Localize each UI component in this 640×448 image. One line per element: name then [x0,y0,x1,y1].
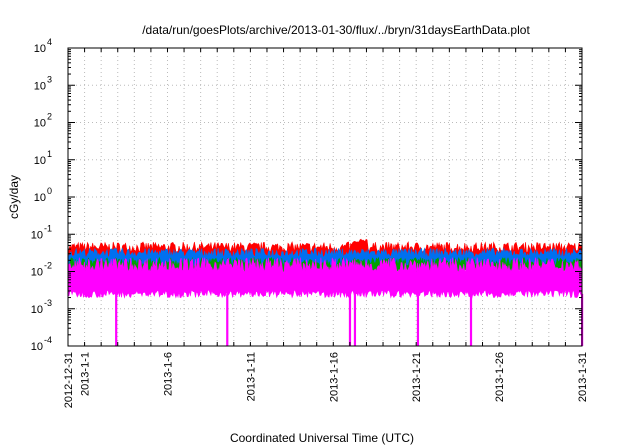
y-tick-exponent: 4 [47,37,52,47]
y-tick-label: 104 [34,37,52,55]
x-tick-label: 2013-1-6 [162,352,174,396]
y-tick-exponent: 0 [47,186,52,196]
x-axis-label: Coordinated Universal Time (UTC) [230,431,414,445]
series-3-dropout [353,293,357,346]
y-tick-label: 100 [34,186,52,204]
x-tick-label: 2013-1-21 [411,352,423,402]
series-3-dropout [348,293,352,346]
series-3-dropout [115,293,118,346]
x-tick-label: 2013-1-26 [494,352,506,402]
y-tick-exponent: -4 [44,335,52,345]
grid [68,48,582,346]
y-tick-exponent: -3 [44,298,52,308]
plot-area [67,238,584,346]
y-tick-label: 10-2 [31,261,52,279]
y-tick-label: 10-3 [31,298,52,316]
x-tick-label: 2013-1-31 [577,352,589,402]
y-tick-exponent: -2 [44,261,52,271]
y-tick-exponent: 3 [47,74,52,84]
y-tick-label: 101 [34,149,52,167]
y-axis-label: cGy/day [7,175,21,219]
series-3-dropout [416,293,420,346]
series-3-band [67,256,583,299]
x-tick-label: 2013-1-16 [328,352,340,402]
y-tick-exponent: 2 [47,112,52,122]
y-tick-exponent: 1 [47,149,52,159]
y-tick-exponent: -1 [44,223,52,233]
y-tick-label: 102 [34,112,52,130]
x-tick-label: 2013-1-1 [80,352,92,396]
x-tick-label: 2012-12-31 [63,352,75,408]
y-tick-label: 10-1 [31,223,52,241]
chart-title: /data/run/goesPlots/archive/2013-01-30/f… [142,23,530,37]
x-axis: 2012-12-31 2013-1-1 2013-1-6 2013-1-11 2013-… [63,48,589,408]
y-tick-label: 103 [34,74,52,92]
series-3-dropout [469,293,473,346]
series-3-dropout [226,293,229,346]
y-tick-label: 10-4 [31,335,52,353]
x-tick-label: 2013-1-11 [245,352,257,401]
